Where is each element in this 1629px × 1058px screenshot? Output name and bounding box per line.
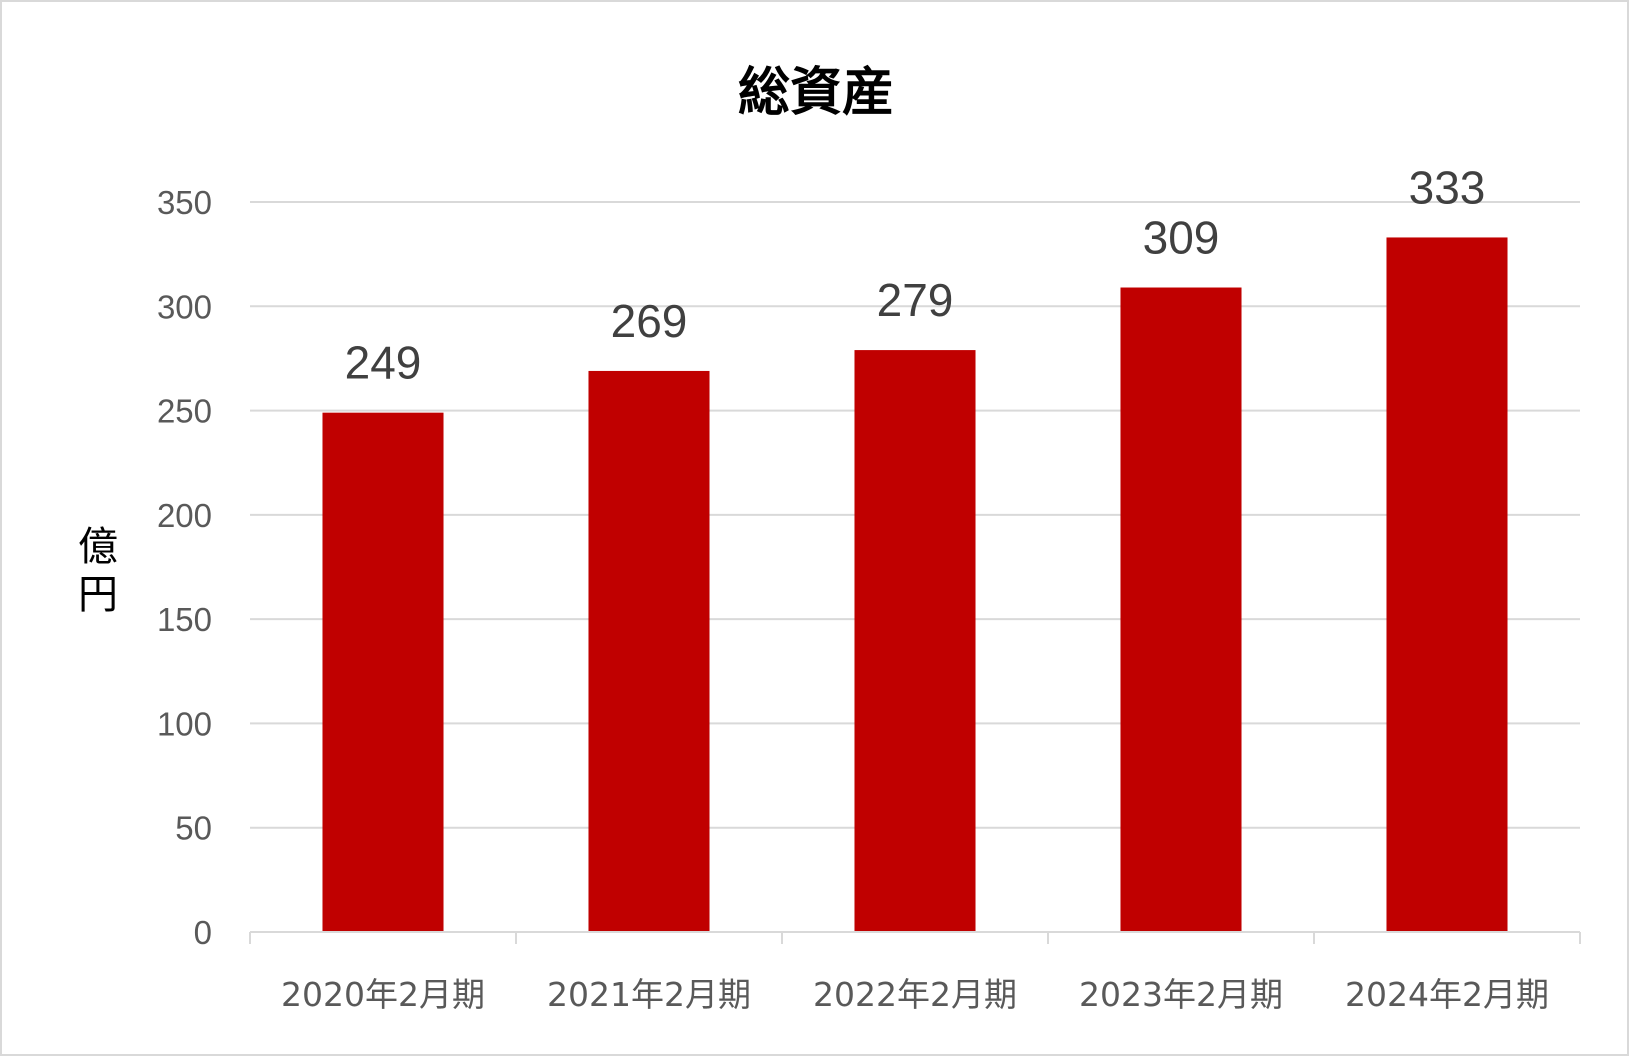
y-tick-label: 300	[157, 288, 212, 325]
x-tick-label: 2022年2月期	[813, 975, 1017, 1014]
data-label: 309	[1143, 212, 1220, 264]
y-tick-label: 0	[194, 914, 212, 951]
y-tick-label: 50	[175, 810, 212, 847]
x-axis	[249, 931, 1581, 944]
x-tick-label: 2020年2月期	[281, 975, 485, 1014]
y-tick-label: 200	[157, 497, 212, 534]
bar	[854, 350, 976, 933]
data-label: 333	[1409, 161, 1486, 213]
data-label: 249	[345, 337, 422, 389]
data-label: 279	[877, 274, 954, 326]
y-tick-label: 350	[157, 184, 212, 221]
y-axis-label-char-2: 円	[78, 572, 118, 618]
y-tick-label: 150	[157, 601, 212, 638]
chart-title: 総資産	[738, 63, 894, 123]
bar	[1386, 237, 1508, 932]
bar	[322, 412, 444, 933]
data-label: 269	[611, 295, 688, 347]
bar	[1120, 287, 1242, 932]
x-tick-label: 2021年2月期	[547, 975, 751, 1014]
bar	[588, 370, 710, 932]
y-tick-label: 100	[157, 705, 212, 742]
x-tick-label: 2023年2月期	[1079, 975, 1283, 1014]
x-tick-label: 2024年2月期	[1345, 975, 1549, 1014]
bars	[322, 237, 1508, 933]
data-labels: 249 269 279 309 333	[345, 161, 1486, 388]
y-tick-label: 250	[157, 393, 212, 430]
y-axis-ticks: 0 50 100 150 200 250 300 350	[157, 184, 212, 951]
y-axis-label-char-1: 億	[78, 524, 118, 570]
x-axis-ticks: 2020年2月期 2021年2月期 2022年2月期 2023年2月期 2024年2月期	[281, 975, 1549, 1014]
